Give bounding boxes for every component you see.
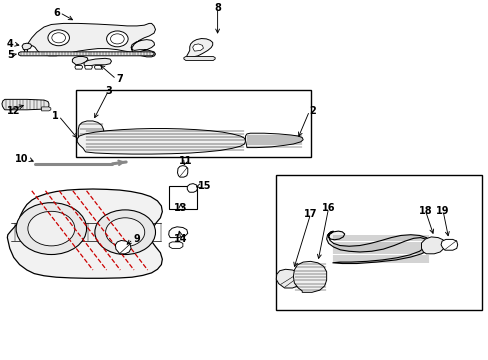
Circle shape xyxy=(86,129,96,136)
Polygon shape xyxy=(326,231,430,264)
Circle shape xyxy=(110,34,124,44)
Circle shape xyxy=(28,211,75,246)
Text: 3: 3 xyxy=(105,86,112,96)
Polygon shape xyxy=(245,133,303,148)
Text: 11: 11 xyxy=(179,156,192,166)
Polygon shape xyxy=(22,43,32,50)
Polygon shape xyxy=(41,107,51,111)
Polygon shape xyxy=(7,189,162,278)
Circle shape xyxy=(105,218,144,247)
Text: 10: 10 xyxy=(15,154,28,164)
Text: 9: 9 xyxy=(133,234,140,244)
Polygon shape xyxy=(2,99,49,110)
Polygon shape xyxy=(24,23,155,57)
Text: 6: 6 xyxy=(53,8,60,18)
Polygon shape xyxy=(169,242,183,248)
Text: 19: 19 xyxy=(435,206,449,216)
Text: 15: 15 xyxy=(198,181,211,192)
Text: 14: 14 xyxy=(174,234,187,244)
Polygon shape xyxy=(84,66,92,69)
Polygon shape xyxy=(183,57,215,60)
Text: 1: 1 xyxy=(52,111,59,121)
Polygon shape xyxy=(293,261,326,292)
Text: 8: 8 xyxy=(214,3,221,13)
Polygon shape xyxy=(78,121,103,145)
Text: 12: 12 xyxy=(7,106,20,116)
Polygon shape xyxy=(187,184,197,192)
Text: 18: 18 xyxy=(418,206,431,216)
Bar xyxy=(76,90,310,157)
Bar xyxy=(276,175,481,310)
Polygon shape xyxy=(168,227,187,238)
Text: 17: 17 xyxy=(303,209,317,219)
Circle shape xyxy=(106,31,128,47)
Text: 2: 2 xyxy=(309,106,316,116)
Text: 4: 4 xyxy=(7,39,14,49)
Polygon shape xyxy=(19,52,154,56)
Bar xyxy=(168,186,197,209)
Polygon shape xyxy=(75,66,82,69)
Polygon shape xyxy=(421,237,444,254)
Polygon shape xyxy=(440,239,457,250)
Text: 13: 13 xyxy=(174,203,187,213)
Polygon shape xyxy=(84,58,111,67)
Circle shape xyxy=(48,30,69,46)
Polygon shape xyxy=(192,44,203,51)
Polygon shape xyxy=(186,39,212,58)
Polygon shape xyxy=(72,57,88,65)
Circle shape xyxy=(16,203,86,255)
Text: 16: 16 xyxy=(321,203,335,213)
Polygon shape xyxy=(115,240,131,254)
Circle shape xyxy=(95,210,155,255)
Polygon shape xyxy=(177,166,187,177)
Text: 7: 7 xyxy=(116,74,123,84)
Text: 5: 5 xyxy=(7,50,14,60)
Polygon shape xyxy=(94,66,102,69)
Polygon shape xyxy=(276,269,301,288)
Polygon shape xyxy=(77,129,245,154)
Circle shape xyxy=(52,33,65,43)
